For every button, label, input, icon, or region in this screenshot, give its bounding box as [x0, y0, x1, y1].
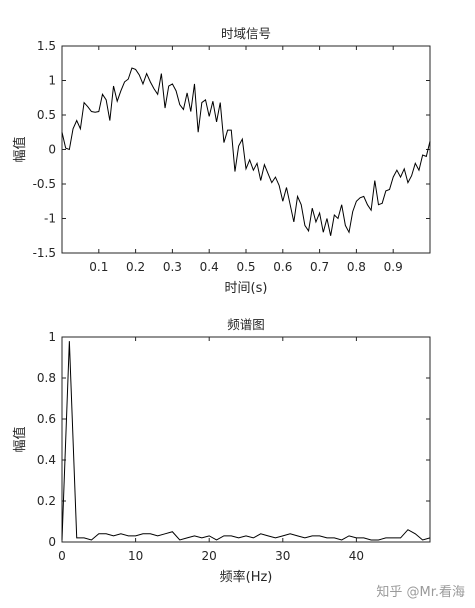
- y-tick-label: 0.4: [37, 453, 56, 467]
- y-axis-label: 幅值: [12, 426, 28, 452]
- x-tick-label: 0.1: [89, 260, 108, 274]
- chart-title: 频谱图: [227, 317, 265, 332]
- y-tick-label: 1: [48, 74, 56, 88]
- y-tick-label: 0.5: [37, 108, 56, 122]
- y-tick-label: 1.5: [37, 39, 56, 53]
- y-tick-label: 1: [48, 330, 56, 344]
- time-domain-plot: 时域信号 时间(s) 幅值 0.1 0.2 0.3 0.4 0.5 0.6 0.7 0.8 0.…: [12, 26, 431, 296]
- y-tick-label: -1: [44, 212, 56, 226]
- x-tick-label: 0.4: [200, 260, 219, 274]
- y-tick-label: 0.2: [37, 494, 56, 508]
- spectrum-plot: 频谱图 频率(Hz) 幅值 0 10 20 30 40 0 0.2 0.4 0.6 0.8 1: [12, 317, 431, 585]
- x-tick-label: 0.3: [163, 260, 182, 274]
- y-tick-label: 0: [48, 143, 56, 157]
- y-tick-label: -1.5: [33, 246, 56, 260]
- x-tick-label: 0: [58, 549, 66, 563]
- x-tick-label: 40: [349, 549, 364, 563]
- y-tick-label: 0.8: [37, 371, 56, 385]
- spectrum-line: [61, 341, 431, 541]
- x-axis-label: 时间(s): [225, 281, 268, 296]
- x-tick-label: 30: [275, 549, 290, 563]
- y-axis-label: 幅值: [12, 136, 28, 162]
- time-signal-line: [61, 67, 431, 236]
- chart-title: 时域信号: [221, 26, 271, 41]
- axis-ticks: 0 10 20 30 40 0 0.2 0.4 0.6 0.8 1: [37, 330, 430, 563]
- x-tick-label: 0.9: [384, 260, 403, 274]
- x-tick-label: 10: [128, 549, 143, 563]
- axis-ticks: 0.1 0.2 0.3 0.4 0.5 0.6 0.7 0.8 0.9 -1.5 -1 -0.5 0 0.…: [33, 39, 430, 274]
- x-axis-label: 频率(Hz): [220, 569, 273, 585]
- plot-area: [61, 336, 431, 543]
- x-tick-label: 0.7: [310, 260, 329, 274]
- y-tick-label: -0.5: [33, 177, 56, 191]
- plot-area: [61, 45, 431, 254]
- y-tick-label: 0.6: [37, 412, 56, 426]
- watermark: 知乎 @Mr.看海: [376, 585, 465, 600]
- x-tick-label: 0.8: [347, 260, 366, 274]
- x-tick-label: 0.2: [126, 260, 145, 274]
- x-tick-label: 0.6: [273, 260, 292, 274]
- x-tick-label: 0.5: [236, 260, 255, 274]
- x-tick-label: 20: [202, 549, 217, 563]
- y-tick-label: 0: [48, 535, 56, 549]
